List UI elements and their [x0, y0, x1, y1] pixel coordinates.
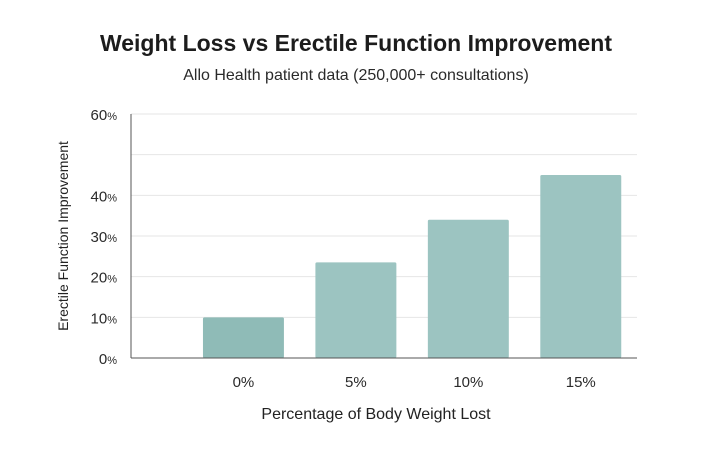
bars: [202, 175, 622, 358]
x-tick-label-0: 0%: [233, 374, 255, 391]
y-tick-number-3: 30: [91, 229, 108, 246]
y-tick-number-0: 0: [99, 351, 107, 368]
bar-0: [202, 317, 284, 358]
y-tick-number-4: 40: [91, 188, 108, 205]
y-tick-unit-3: %: [107, 233, 117, 245]
y-tick-number-5: 60: [91, 107, 108, 124]
y-tick-unit-0: %: [107, 355, 117, 367]
x-tick-labels: 0% 5% 10% 15%: [233, 374, 596, 391]
y-tick-unit-1: %: [107, 314, 117, 326]
x-tick-label-1: 5%: [345, 374, 367, 391]
bar-2: [427, 219, 509, 358]
y-tick-number-2: 20: [91, 270, 108, 287]
y-tick-label-4: 40%: [91, 188, 118, 205]
y-tick-unit-2: %: [107, 274, 117, 286]
x-tick-label-3: 15%: [566, 374, 596, 391]
bar-3: [540, 175, 622, 358]
y-axis-label: Erectile Function Improvement: [55, 141, 71, 331]
chart-title: Weight Loss vs Erectile Function Improve…: [99, 30, 613, 56]
x-tick-label-2: 10%: [453, 374, 483, 391]
y-tick-label-5: 60%: [91, 107, 118, 124]
y-tick-unit-4: %: [107, 192, 117, 204]
y-tick-label-3: 30%: [91, 229, 118, 246]
y-tick-number-1: 10: [91, 310, 108, 327]
y-tick-label-2: 20%: [91, 270, 118, 287]
bar-1: [315, 262, 397, 358]
y-tick-labels: 0%10%20%30%40%60%: [91, 107, 118, 368]
chart-subtitle: Allo Health patient data (250,000+ consu…: [183, 67, 529, 84]
y-tick-label-1: 10%: [91, 310, 118, 327]
y-tick-unit-5: %: [107, 111, 117, 123]
x-axis-label: Percentage of Body Weight Lost: [261, 406, 491, 423]
y-tick-label-0: 0%: [99, 351, 117, 368]
